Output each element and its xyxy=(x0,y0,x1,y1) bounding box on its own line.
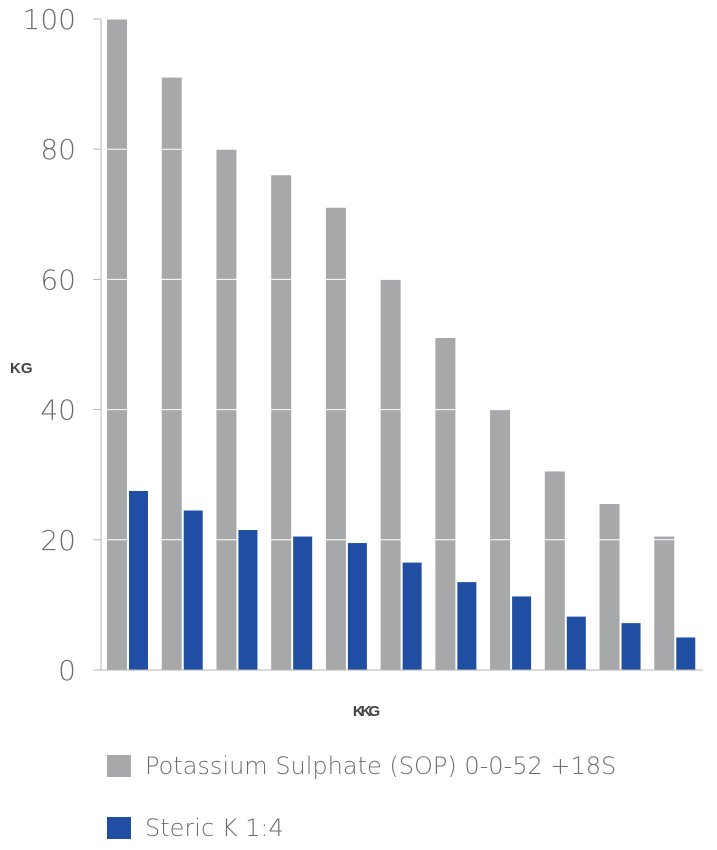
bar-steric-10 xyxy=(621,623,641,670)
bar-steric-3 xyxy=(238,530,258,670)
legend-swatch-steric xyxy=(107,817,131,839)
bar-sop-9 xyxy=(544,471,565,670)
legend-item-steric: Steric K 1:4 xyxy=(107,813,284,843)
y-tick-label: 100 xyxy=(23,3,76,36)
y-tick-label: 40 xyxy=(40,394,76,427)
bar-steric-7 xyxy=(457,582,477,670)
bar-steric-6 xyxy=(402,562,422,670)
bar-steric-1 xyxy=(129,490,148,670)
bar-steric-2 xyxy=(183,510,203,670)
bar-sop-4 xyxy=(271,175,292,671)
legend-swatch-sop xyxy=(107,755,131,777)
bar-steric-8 xyxy=(512,596,532,670)
bar-sop-1 xyxy=(107,19,127,670)
legend-item-sop: Potassium Sulphate (SOP) 0-0-52 +18S xyxy=(107,751,616,781)
bar-sop-7 xyxy=(435,337,456,670)
bar-steric-4 xyxy=(293,536,313,670)
bar-steric-11 xyxy=(676,637,696,670)
bar-sop-11 xyxy=(654,536,675,670)
bar-sop-5 xyxy=(325,207,346,671)
y-tick-label: 0 xyxy=(58,654,76,687)
bar-sop-6 xyxy=(380,279,401,670)
bar-steric-5 xyxy=(347,543,367,670)
y-tick-label: 20 xyxy=(40,524,76,557)
bar-sop-2 xyxy=(161,77,182,671)
y-axis-title: KG xyxy=(10,360,33,377)
x-axis-title: KKG xyxy=(353,703,380,720)
y-tick-label: 60 xyxy=(40,263,76,296)
legend-label-steric: Steric K 1:4 xyxy=(145,814,284,842)
legend-label-sop: Potassium Sulphate (SOP) 0-0-52 +18S xyxy=(145,752,617,780)
y-tick-label: 80 xyxy=(40,133,76,166)
bar-sop-10 xyxy=(599,503,620,670)
bar-steric-9 xyxy=(566,616,586,670)
